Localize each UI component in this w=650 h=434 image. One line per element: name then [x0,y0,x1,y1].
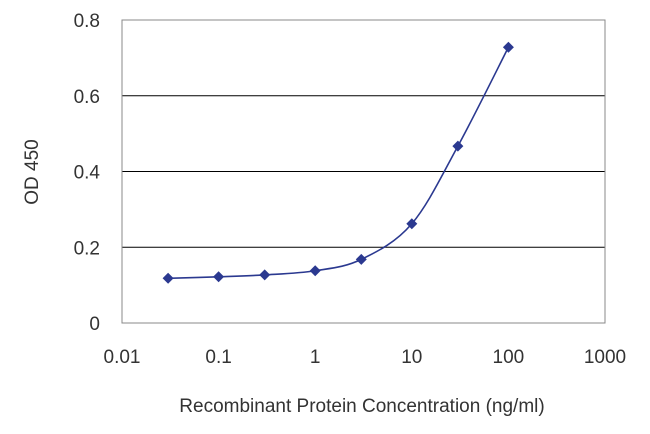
data-points [162,41,514,284]
data-point [406,218,418,230]
fit-curve [168,46,510,280]
y-tick-label: 0.2 [74,238,100,259]
x-tick-label: 0.1 [205,347,231,368]
x-tick-label: 1 [310,347,321,368]
x-tick-label: 0.01 [104,347,141,368]
y-axis-title: OD 450 [22,139,43,204]
y-tick-label: 0.4 [74,163,101,184]
x-axis-title: Recombinant Protein Concentration (ng/ml… [179,396,544,417]
x-tick-label: 1000 [584,347,626,368]
data-point [502,41,514,53]
data-point [452,140,464,152]
x-tick-label: 100 [493,347,525,368]
data-point [355,253,367,265]
y-tick-label: 0 [89,314,100,335]
plot-frame [121,19,606,324]
data-point [213,271,225,283]
y-tick-label: 0.8 [74,11,100,32]
x-tick-labels: 0.01 0.1 1 10 100 1000 [104,347,627,368]
data-point [309,265,321,277]
y-tick-label: 0.6 [74,87,100,108]
data-point [162,272,174,284]
x-tick-label: 10 [401,347,422,368]
gridlines [122,95,605,248]
data-point [259,269,271,281]
y-tick-labels: 0 0.2 0.4 0.6 0.8 [74,11,101,335]
